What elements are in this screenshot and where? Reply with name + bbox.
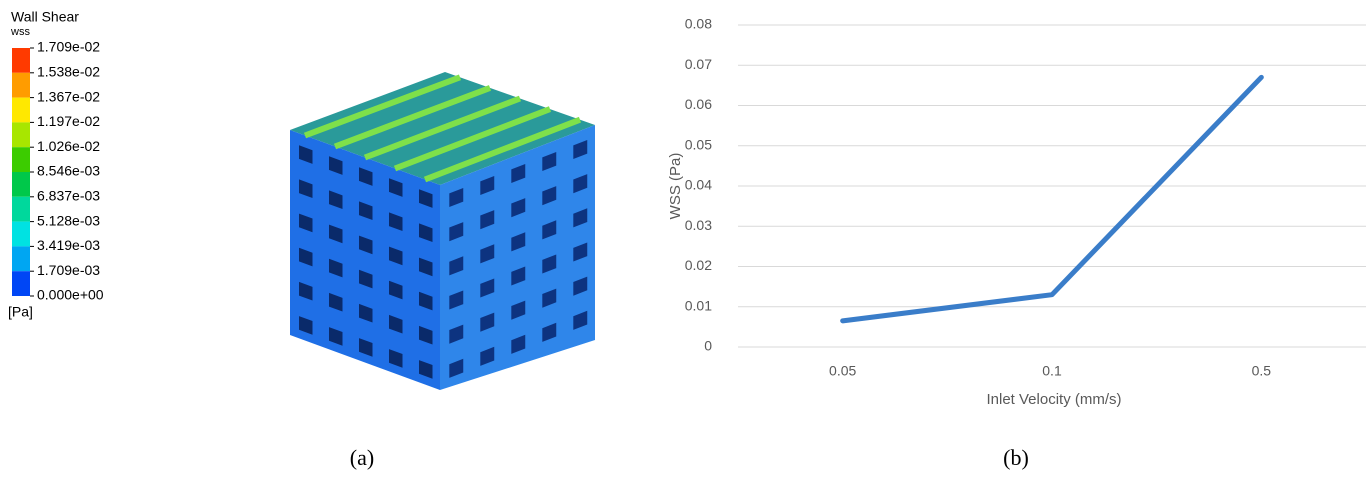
- colorbar-segment: [12, 147, 30, 172]
- y-tick-label: 0: [704, 338, 712, 354]
- colorbar-label: 1.709e-03: [37, 262, 100, 278]
- data-line: [843, 77, 1262, 321]
- y-tick-label: 0.02: [685, 257, 712, 273]
- colorbar-segment: [12, 73, 30, 98]
- y-tick-label: 0.01: [685, 297, 712, 313]
- legend-unit: [Pa]: [8, 304, 33, 320]
- colorbar-label: 1.026e-02: [37, 138, 100, 154]
- y-tick-label: 0.07: [685, 56, 712, 72]
- colorbar-label: 3.419e-03: [37, 237, 100, 253]
- colorbar-label: 5.128e-03: [37, 212, 100, 228]
- colorbar-label: 1.709e-02: [37, 39, 100, 55]
- y-tick-label: 0.06: [685, 96, 712, 112]
- colorbar-label: 1.367e-02: [37, 88, 100, 104]
- cube-render: [290, 72, 595, 390]
- panel-label: (a): [350, 445, 374, 470]
- y-tick-label: 0.04: [685, 177, 712, 193]
- colorbar-segment: [12, 246, 30, 271]
- x-tick-label: 0.1: [1042, 363, 1062, 379]
- legend-subtitle: wss: [10, 26, 30, 38]
- colorbar-segment: [12, 197, 30, 222]
- colorbar-label: 1.538e-02: [37, 64, 100, 80]
- colorbar-segment: [12, 222, 30, 247]
- colorbar-label: 1.197e-02: [37, 113, 100, 129]
- colorbar-label: 6.837e-03: [37, 188, 100, 204]
- colorbar-segment: [12, 271, 30, 296]
- figure: Wall Shear wss [Pa] (a) (b) Inlet Veloci…: [0, 0, 1372, 473]
- x-axis-title: Inlet Velocity (mm/s): [986, 391, 1121, 408]
- colorbar-segment: [12, 48, 30, 73]
- colorbar-label: 8.546e-03: [37, 163, 100, 179]
- x-tick-label: 0.5: [1252, 363, 1272, 379]
- colorbar-segment: [12, 98, 30, 123]
- colorbar-label: 0.000e+00: [37, 287, 104, 303]
- y-tick-label: 0.05: [685, 136, 712, 152]
- y-tick-label: 0.03: [685, 217, 712, 233]
- colorbar-segment: [12, 172, 30, 197]
- x-tick-label: 0.05: [829, 363, 856, 379]
- y-axis-title: WSS (Pa): [667, 153, 684, 220]
- panel-label: (b): [1003, 445, 1029, 470]
- y-tick-label: 0.08: [685, 16, 712, 32]
- colorbar-segment: [12, 122, 30, 147]
- legend-title: Wall Shear: [11, 9, 79, 25]
